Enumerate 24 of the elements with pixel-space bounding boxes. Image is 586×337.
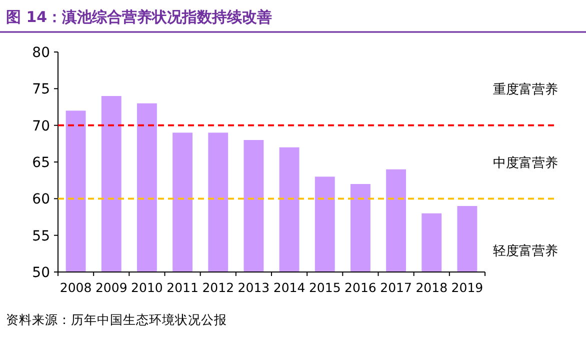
text: 资料来源：历年中国生态环境状况公报	[6, 312, 227, 327]
y-tick-label: 75	[32, 82, 50, 98]
x-tick-label: 2010	[131, 280, 163, 295]
x-tick-label: 2016	[344, 280, 376, 295]
text: 轻度富营养	[493, 243, 558, 259]
y-tick-label: 80	[32, 45, 50, 61]
x-tick-label: 2008	[60, 280, 92, 295]
y-tick-label: 60	[32, 192, 50, 208]
x-tick-label: 2012	[202, 280, 234, 295]
y-tick-label: 50	[32, 265, 50, 281]
x-tick-label: 2017	[380, 280, 412, 295]
x-tick-label: 2009	[95, 280, 128, 295]
x-tick-label: 2019	[451, 280, 484, 295]
x-tick-label: 2018	[416, 280, 448, 295]
y-tick-label: 70	[32, 118, 50, 134]
y-tick-label: 65	[32, 155, 50, 171]
x-tick-label: 2013	[238, 280, 270, 295]
x-tick-label: 2015	[308, 280, 341, 295]
y-tick-label: 55	[32, 228, 50, 244]
x-tick-label: 2011	[166, 280, 198, 295]
text: 中度富营养	[493, 155, 558, 171]
text: 重度富营养	[493, 82, 558, 98]
chart-title: 图 14：滇池综合营养状况指数持续改善	[6, 8, 272, 26]
x-tick-label: 2014	[273, 280, 306, 295]
